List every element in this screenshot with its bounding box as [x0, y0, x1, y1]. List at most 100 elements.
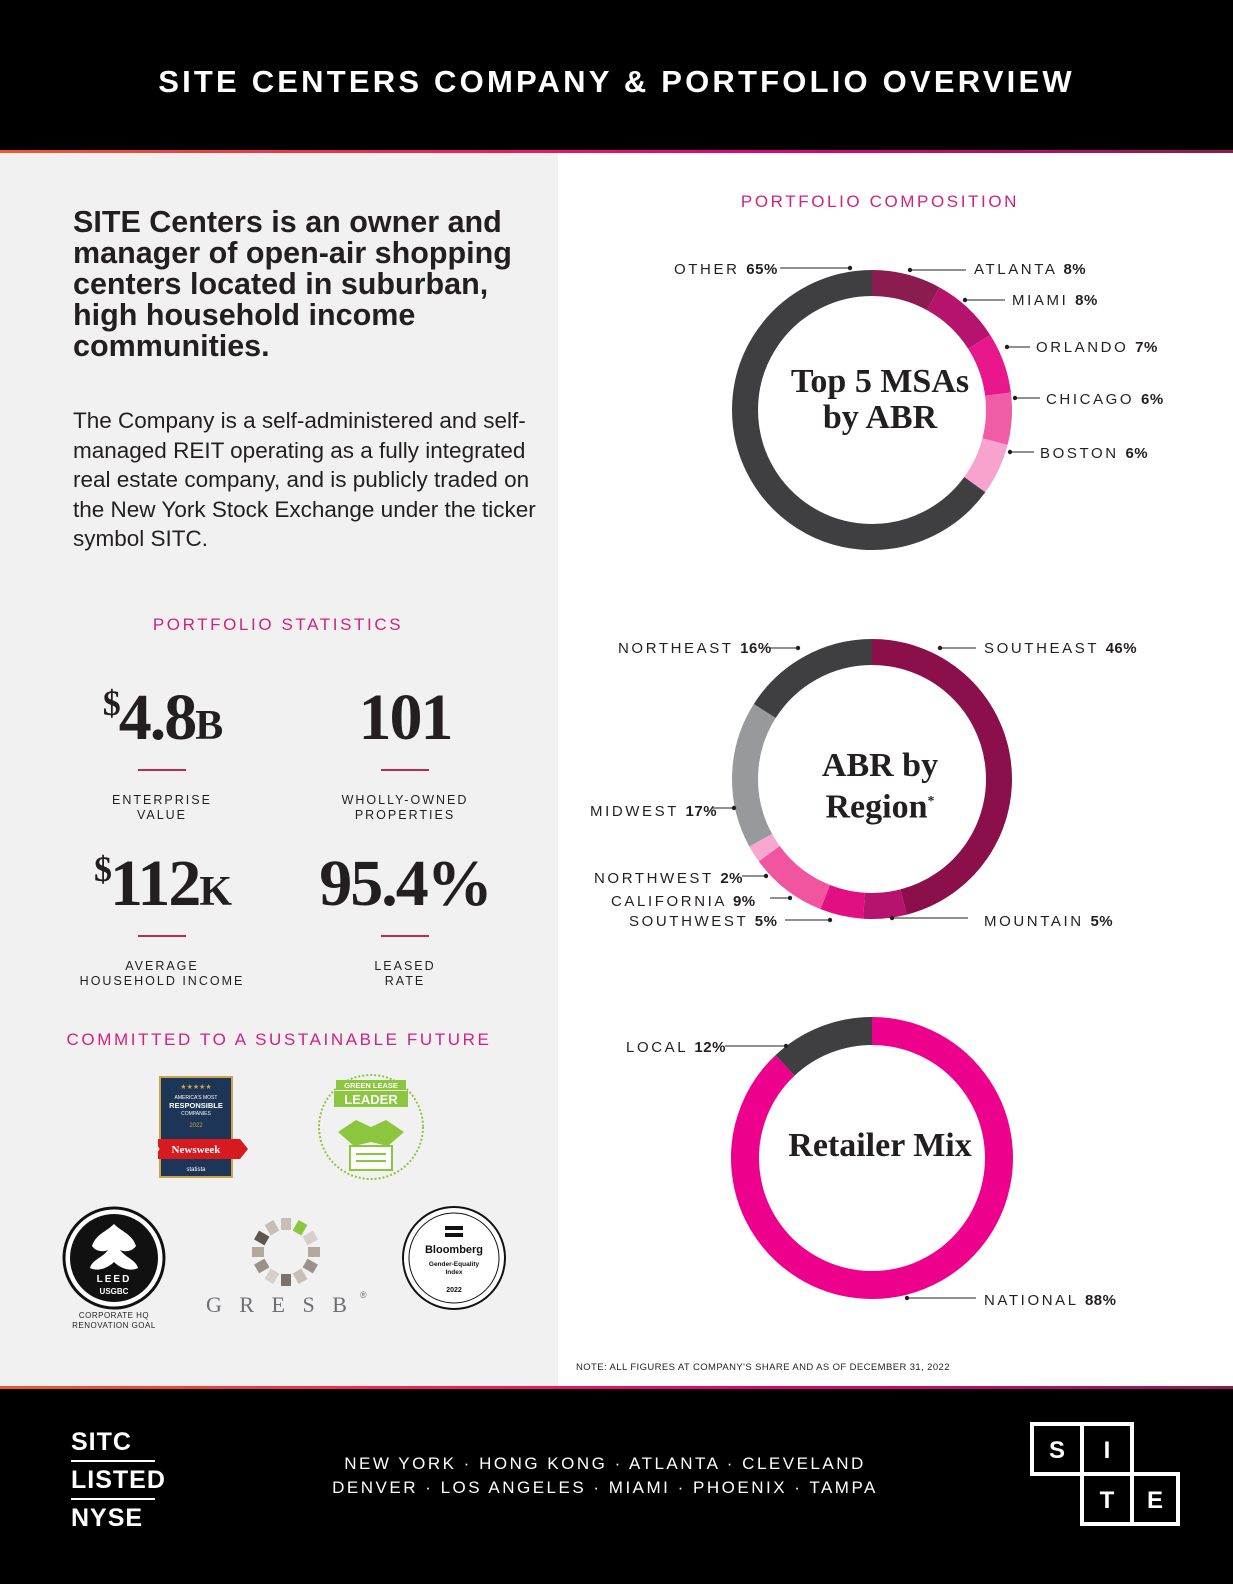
stat-leased-rate: 95.4% LEASED RATE	[285, 834, 525, 989]
bloomberg-gei-icon: Bloomberg Gender-Equality Index 2022	[402, 1206, 506, 1310]
donut-slice-atlanta	[871, 270, 940, 311]
leader-dot	[783, 1043, 789, 1049]
newsweek-line2: RESPONSIBLE	[169, 1101, 223, 1110]
label-boston: BOSTON 6%	[1040, 445, 1149, 462]
left-panel	[0, 153, 558, 1387]
green-lease-line1: GREEN LEASE	[344, 1081, 398, 1090]
leader-dot	[962, 297, 968, 303]
page-footer	[0, 1389, 1233, 1584]
bloomberg-name: Bloomberg	[425, 1244, 483, 1256]
newsweek-year: 2022	[189, 1123, 203, 1129]
stat-enterprise-value: $4.8B ENTERPRISE VALUE	[42, 668, 282, 823]
page-title: SITE CENTERS COMPANY & PORTFOLIO OVERVIE…	[158, 64, 1075, 99]
stat-value: $112K	[93, 847, 232, 920]
logo-letter-e: E	[1147, 1487, 1163, 1514]
leader-dot	[1007, 449, 1013, 455]
leader-dot	[904, 1295, 910, 1301]
footer-accent-line	[0, 1386, 1233, 1389]
leader-dot	[787, 895, 793, 901]
newsweek-partner: statista	[186, 1167, 206, 1173]
leader-dot	[731, 805, 737, 811]
label-california: CALIFORNIA 9%	[611, 893, 756, 910]
sitc-divider	[71, 1460, 155, 1462]
stat-value: $4.8B	[102, 681, 224, 754]
leader-dot	[763, 873, 769, 879]
stat-wholly-owned-properties: 101 WHOLLY-OWNED PROPERTIES	[285, 668, 525, 823]
green-lease-leader-icon: GREEN LEASE LEADER	[318, 1074, 424, 1180]
chart3-center-title: Retailer Mix	[788, 1127, 972, 1164]
newsweek-badge-icon: ★★★★★ AMERICA'S MOST RESPONSIBLE COMPANI…	[158, 1076, 248, 1178]
cities-line2: DENVER · LOS ANGELES · MIAMI · PHOENIX ·…	[332, 1478, 878, 1497]
label-miami: MIAMI 8%	[1012, 292, 1098, 309]
logo-letter-s: S	[1049, 1437, 1065, 1464]
label-other: OTHER 65%	[674, 261, 778, 278]
leader-dot	[795, 645, 801, 651]
label-chicago: CHICAGO 6%	[1046, 391, 1164, 408]
leed-caption: CORPORATE HQ RENOVATION GOAL	[72, 1311, 156, 1330]
bloomberg-line2: Index	[446, 1269, 463, 1276]
logo-letter-i: I	[1104, 1437, 1111, 1464]
sitc-line: NYSE	[71, 1504, 144, 1532]
stat-divider	[381, 769, 429, 771]
leader-dot	[1004, 344, 1010, 350]
sitc-divider	[71, 1498, 155, 1500]
stat-label: WHOLLY-OWNED PROPERTIES	[341, 793, 469, 822]
donut-slice-boston	[964, 437, 1008, 493]
label-northwest: NORTHWEST 2%	[594, 870, 743, 887]
stat-divider	[381, 935, 429, 937]
leed-text1: LEED	[97, 1274, 132, 1285]
logo-letter-t: T	[1100, 1487, 1115, 1514]
donut-slice-local	[775, 1017, 873, 1076]
stat-divider	[138, 935, 186, 937]
stat-value: 95.4%	[319, 847, 492, 920]
leader-dot	[1012, 395, 1018, 401]
intro-headline: SITE Centers is an owner and manager of …	[73, 205, 512, 363]
gresb-text: G R E S B	[206, 1292, 353, 1317]
leader-dot	[907, 267, 913, 273]
cities-line1: NEW YORK · HONG KONG · ATLANTA · CLEVELA…	[344, 1454, 866, 1473]
donut-slice-northeast	[753, 639, 873, 719]
donut-slice-southeast	[871, 639, 1012, 915]
label-northeast: NORTHEAST 16%	[618, 640, 772, 657]
gresb-logo-icon: G R E S B ®	[206, 1218, 367, 1317]
right-panel	[558, 153, 1233, 1387]
sustainability-title: COMMITTED TO A SUSTAINABLE FUTURE	[66, 1030, 492, 1049]
leader-dot	[847, 265, 853, 271]
leed-logo-icon: LEED USGBC	[62, 1206, 166, 1310]
header-accent-line	[0, 150, 1233, 153]
portfolio-statistics-title: PORTFOLIO STATISTICS	[152, 615, 404, 634]
stat-value: 101	[358, 681, 454, 754]
newsweek-line1: AMERICA'S MOST	[175, 1095, 218, 1101]
donut-slice-orlando	[968, 334, 1011, 397]
donut-slice-mountain	[863, 889, 907, 919]
donut-slice-national	[731, 1017, 1013, 1299]
stat-average-household-income: $112K AVERAGE HOUSEHOLD INCOME	[42, 834, 282, 989]
page-header: SITE CENTERS COMPANY & PORTFOLIO OVERVIE…	[0, 0, 1233, 150]
label-mountain: MOUNTAIN 5%	[984, 913, 1114, 930]
donut-slice-midwest	[732, 703, 776, 847]
leader-dot	[937, 645, 943, 651]
chart1-center-title: Top 5 MSAs by ABR	[790, 363, 970, 436]
bloomberg-year: 2022	[446, 1287, 462, 1294]
donut-slice-chicago	[982, 392, 1012, 445]
intro-body: The Company is a self-administered and s…	[73, 408, 536, 552]
donut-slice-northwest	[749, 833, 780, 862]
label-orlando: ORLANDO 7%	[1036, 339, 1158, 356]
label-national: NATIONAL 88%	[984, 1292, 1117, 1309]
stat-label: ENTERPRISE VALUE	[112, 793, 212, 822]
stat-label: AVERAGE HOUSEHOLD INCOME	[79, 959, 245, 988]
donut-slice-other	[732, 270, 986, 550]
svg-text:★★★★★: ★★★★★	[180, 1083, 211, 1091]
label-midwest: MIDWEST 17%	[590, 803, 718, 820]
sitc-line: LISTED	[71, 1466, 166, 1494]
label-local: LOCAL 12%	[626, 1039, 726, 1056]
donut-slice-southwest	[820, 884, 866, 919]
donut-charts	[712, 265, 1040, 1301]
stat-label: LEASED RATE	[374, 959, 436, 988]
sitc-line: SITC	[71, 1428, 132, 1456]
label-southwest: SOUTHWEST 5%	[629, 913, 778, 930]
stat-divider	[138, 769, 186, 771]
leed-text2: USGBC	[100, 1287, 129, 1296]
chart2-center-title: ABR by Region*	[821, 747, 939, 826]
bloomberg-line1: Gender-Equality	[429, 1261, 480, 1268]
